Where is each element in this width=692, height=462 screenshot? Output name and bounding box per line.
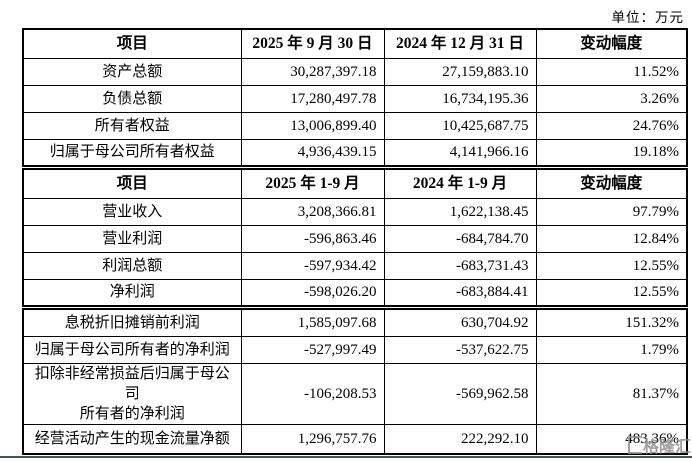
financial-tables: 项目 2025 年 9 月 30 日 2024 年 12 月 31 日变动幅度 资产总… [22, 28, 688, 455]
table-row: 经营活动产生的现金流量净额 1,296,757.76 222,292.10 483.3… [22, 423, 688, 455]
prior-period-cell: -683,884.41 [383, 278, 537, 307]
prior-period-cell: 4,141,966.16 [383, 138, 537, 167]
table-row: 负债总额 17,280,497.78 16,734,195.36 3.26% [22, 84, 688, 113]
header-row: 项目 2025 年 9 月 30 日 2024 年 12 月 31 日变动幅度 [22, 28, 688, 59]
bottom-divider-line [0, 456, 692, 458]
current-period-cell: 13,006,899.40 [240, 111, 385, 140]
change-rate-cell: 19.18% [535, 138, 688, 167]
column-header: 2025 年 1-9 月 [240, 168, 385, 199]
change-rate-cell: 1.79% [535, 335, 688, 364]
financial-table-section-1: 项目 2025 年 9 月 30 日 2024 年 12 月 31 日变动幅度 资产总… [22, 28, 688, 167]
current-period-cell: 30,287,397.18 [240, 57, 385, 86]
prior-period-cell: -684,784.70 [383, 224, 537, 253]
row-label-cell: 利润总额 [22, 251, 242, 280]
table-row: 归属于母公司所有者的净利润 -527,997.49 -537,622.75 1.79% [22, 335, 688, 364]
current-period-cell: 17,280,497.78 [240, 84, 385, 113]
header-row: 项目 2025 年 1-9 月 2024 年 1-9 月变动幅度 [22, 168, 688, 199]
prior-period-cell: -683,731.43 [383, 251, 537, 280]
watermark: 格隆汇 [627, 433, 691, 457]
row-label-cell: 归属于母公司所有者的净利润 [22, 335, 242, 364]
table-row: 营业利润 -596,863.46 -684,784.70 12.84% [22, 224, 688, 253]
watermark-text: 格隆汇 [642, 439, 691, 456]
table-row: 息税折旧摊销前利润 1,585,097.68 630,704.92 151.32% [22, 308, 688, 337]
change-rate-cell: 12.55% [535, 278, 688, 307]
current-period-cell: -527,997.49 [240, 335, 385, 364]
row-label-cell: 营业收入 [22, 197, 242, 226]
prior-period-cell: 16,734,195.36 [383, 84, 537, 113]
row-label-cell: 净利润 [22, 278, 242, 307]
prior-period-cell: 1,622,138.45 [383, 197, 537, 226]
table-row: 净利润 -598,026.20 -683,884.41 12.55% [22, 278, 688, 307]
change-rate-cell: 11.52% [535, 57, 688, 86]
table-row: 所有者权益 13,006,899.40 10,425,687.75 24.76% [22, 111, 688, 140]
change-rate-cell: 81.37% [535, 362, 688, 425]
current-period-cell: 4,936,439.15 [240, 138, 385, 167]
current-period-cell: 1,296,757.76 [240, 423, 385, 455]
table-row: 归属于母公司所有者权益 4,936,439.15 4,141,966.16 19.18… [22, 138, 688, 167]
row-label-cell: 负债总额 [22, 84, 242, 113]
column-header: 2024 年 12 月 31 日 [383, 28, 537, 59]
row-label-cell: 营业利润 [22, 224, 242, 253]
financial-table-section-2: 项目 2025 年 1-9 月 2024 年 1-9 月变动幅度 营业收入 3,208,… [22, 168, 688, 307]
row-label-cell: 扣除非经常损益后归属于母公司 所有者的净利润 [22, 362, 242, 425]
change-rate-cell: 151.32% [535, 308, 688, 337]
current-period-cell: -596,863.46 [240, 224, 385, 253]
table-row: 扣除非经常损益后归属于母公司 所有者的净利润 -106,208.53 -569,96… [22, 362, 688, 425]
column-header: 项目 [22, 168, 242, 199]
unit-label: 单位：万元 [611, 10, 684, 25]
column-header: 项目 [22, 28, 242, 59]
current-period-cell: 1,585,097.68 [240, 308, 385, 337]
change-rate-cell: 12.55% [535, 251, 688, 280]
change-rate-cell: 3.26% [535, 84, 688, 113]
gelonghui-logo-icon [627, 436, 642, 454]
current-period-cell: 3,208,366.81 [240, 197, 385, 226]
change-rate-cell: 24.76% [535, 111, 688, 140]
row-label-cell: 归属于母公司所有者权益 [22, 138, 242, 167]
change-rate-cell: 12.84% [535, 224, 688, 253]
table-row: 营业收入 3,208,366.81 1,622,138.45 97.79% [22, 197, 688, 226]
current-period-cell: -598,026.20 [240, 278, 385, 307]
prior-period-cell: 222,292.10 [383, 423, 537, 455]
change-rate-cell: 483.36% [535, 423, 688, 455]
row-label-cell: 经营活动产生的现金流量净额 [22, 423, 242, 455]
prior-period-cell: -569,962.58 [383, 362, 537, 425]
financial-table-section-3: 息税折旧摊销前利润 1,585,097.68 630,704.92 151.32% 归属… [22, 308, 688, 455]
column-header: 变动幅度 [535, 28, 688, 59]
prior-period-cell: 630,704.92 [383, 308, 537, 337]
current-period-cell: -597,934.42 [240, 251, 385, 280]
row-label-cell: 所有者权益 [22, 111, 242, 140]
table-row: 资产总额 30,287,397.18 27,159,883.10 11.52% [22, 57, 688, 86]
prior-period-cell: -537,622.75 [383, 335, 537, 364]
table-row: 利润总额 -597,934.42 -683,731.43 12.55% [22, 251, 688, 280]
prior-period-cell: 10,425,687.75 [383, 111, 537, 140]
column-header: 2025 年 9 月 30 日 [240, 28, 385, 59]
prior-period-cell: 27,159,883.10 [383, 57, 537, 86]
row-label-cell: 息税折旧摊销前利润 [22, 308, 242, 337]
column-header: 变动幅度 [535, 168, 688, 199]
row-label-cell: 资产总额 [22, 57, 242, 86]
current-period-cell: -106,208.53 [240, 362, 385, 425]
change-rate-cell: 97.79% [535, 197, 688, 226]
column-header: 2024 年 1-9 月 [383, 168, 537, 199]
